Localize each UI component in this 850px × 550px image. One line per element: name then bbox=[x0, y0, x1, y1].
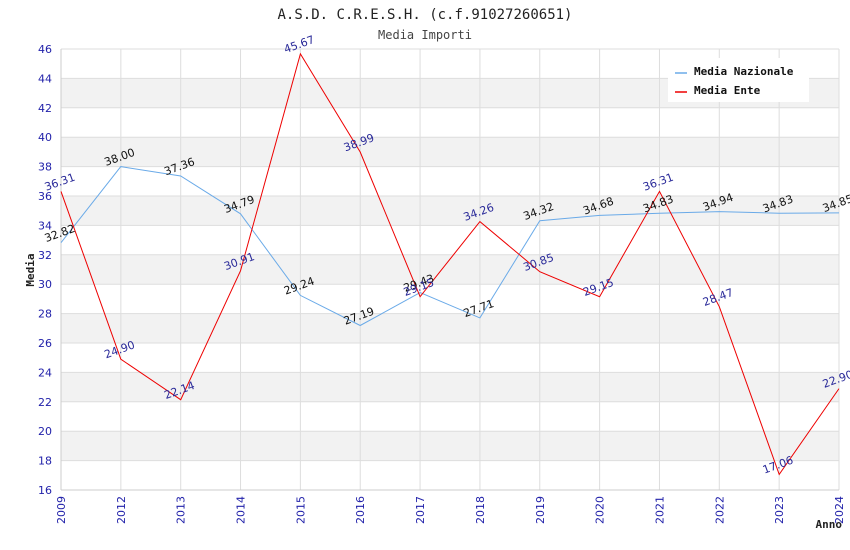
y-tick-label: 16 bbox=[38, 484, 52, 497]
y-tick-label: 32 bbox=[38, 249, 52, 262]
y-tick-label: 20 bbox=[38, 425, 52, 438]
y-tick-label: 18 bbox=[38, 455, 52, 468]
y-axis-label: Media bbox=[24, 253, 37, 286]
series-lines bbox=[60, 52, 840, 476]
x-tick-label: 2017 bbox=[414, 496, 427, 524]
data-label-ente: 45.67 bbox=[282, 33, 316, 56]
legend-label-ente: Media Ente bbox=[694, 84, 761, 97]
x-tick-label: 2021 bbox=[653, 496, 666, 524]
x-tick-label: 2019 bbox=[534, 496, 547, 524]
y-tick-label: 22 bbox=[38, 396, 52, 409]
axes bbox=[60, 49, 839, 491]
y-tick-label: 24 bbox=[38, 366, 52, 379]
grid-band bbox=[61, 196, 839, 226]
grid-band bbox=[61, 313, 839, 343]
x-tick-label: 2022 bbox=[713, 496, 726, 524]
x-tick-label: 2024 bbox=[833, 496, 846, 524]
chart-title: A.S.D. C.R.E.S.H. (c.f.91027260651) bbox=[277, 7, 572, 23]
x-axis-label: Anno bbox=[816, 518, 843, 531]
y-tick-label: 28 bbox=[38, 308, 52, 321]
y-tick-label: 42 bbox=[38, 102, 52, 115]
y-tick-label: 46 bbox=[38, 43, 52, 56]
x-tick-label: 2015 bbox=[294, 496, 307, 524]
legend-label-nazionale: Media Nazionale bbox=[694, 65, 794, 78]
data-label-ente: 36.31 bbox=[641, 171, 675, 194]
x-tick-labels: 2009 2012 2013 2014 2015 2016 2017 2018 2019 2020… bbox=[55, 496, 846, 524]
y-tick-label: 38 bbox=[38, 161, 52, 174]
y-tick-label: 34 bbox=[38, 219, 52, 232]
x-tick-label: 2020 bbox=[594, 496, 607, 524]
y-tick-label: 36 bbox=[38, 190, 52, 203]
grid-bands bbox=[61, 78, 839, 461]
legend: Media Nazionale Media Ente bbox=[668, 58, 809, 102]
x-tick-label: 2023 bbox=[773, 496, 786, 524]
y-tick-labels: 16 18 20 22 24 26 28 30 32 34 36 38 40 42 44 46 bbox=[38, 43, 52, 497]
x-tick-label: 2014 bbox=[235, 496, 248, 524]
grid-band bbox=[61, 137, 839, 167]
x-tick-label: 2016 bbox=[354, 496, 367, 524]
data-label-ente: 36.31 bbox=[43, 171, 77, 194]
y-tick-label: 40 bbox=[38, 131, 52, 144]
y-tick-label: 30 bbox=[38, 278, 52, 291]
series-line-ente bbox=[60, 52, 840, 476]
y-tick-label: 44 bbox=[38, 72, 52, 85]
legend-box bbox=[668, 58, 809, 102]
chart-subtitle: Media Importi bbox=[378, 28, 472, 42]
grid-band bbox=[61, 431, 839, 461]
grid-lines bbox=[60, 48, 840, 491]
x-tick-label: 2013 bbox=[175, 496, 188, 524]
series-line-nazionale bbox=[60, 166, 840, 327]
x-tick-label: 2009 bbox=[55, 496, 68, 524]
y-tick-label: 26 bbox=[38, 337, 52, 350]
x-tick-label: 2012 bbox=[115, 496, 128, 524]
x-tick-label: 2018 bbox=[474, 496, 487, 524]
